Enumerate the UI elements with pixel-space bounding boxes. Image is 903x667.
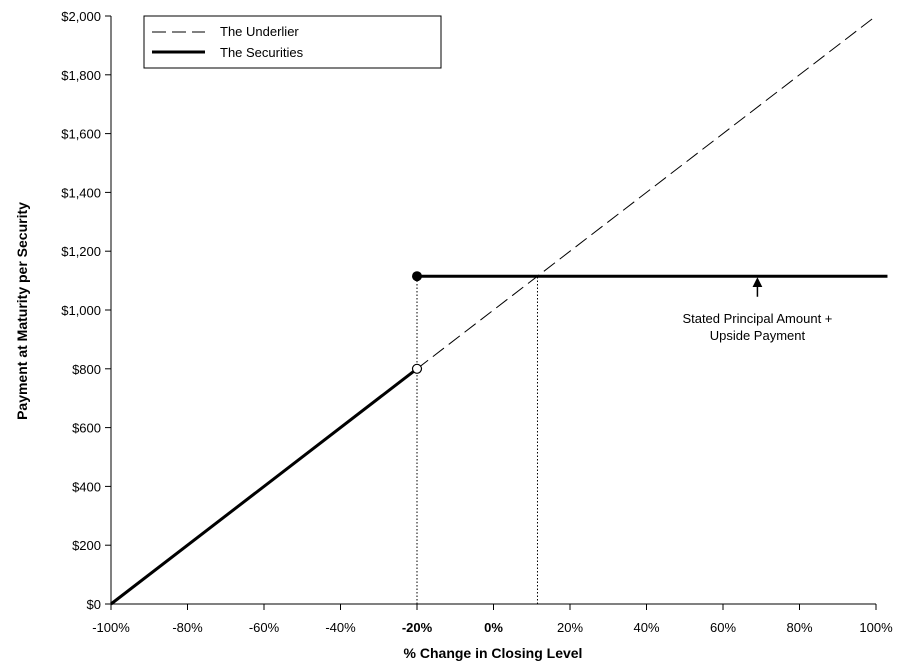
y-tick-label: $1,800 (61, 68, 101, 83)
x-axis-ticks: -100% -80% -60% -40% -20% 0% 20% 40% 60% 80% 100% (92, 604, 893, 635)
y-tick-label: $800 (72, 362, 101, 377)
y-tick-label: $200 (72, 538, 101, 553)
y-tick-label: $2,000 (61, 9, 101, 24)
legend-label-underlier: The Underlier (220, 24, 299, 39)
securities-segment (110, 367, 418, 606)
y-tick-label: $600 (72, 421, 101, 436)
annotation-layer: Stated Principal Amount + Upside Payment (682, 277, 832, 343)
y-axis-ticks: $0 $200 $400 $600 $800 $1,000 $1,200 $1,400 $1,6… (61, 9, 111, 612)
underlier-line (416, 15, 877, 370)
open-point-marker (411, 363, 423, 374)
annotation-text: Upside Payment (710, 328, 806, 343)
reference-lines (416, 276, 538, 604)
y-axis-title: Payment at Maturity per Security (14, 202, 30, 420)
x-tick-label: 100% (859, 620, 893, 635)
y-tick-label: $1,600 (61, 127, 101, 142)
y-tick-label: $1,200 (61, 244, 101, 259)
legend-label-securities: The Securities (220, 45, 304, 60)
legend-box (143, 15, 442, 69)
y-tick-label: $0 (87, 597, 101, 612)
x-tick-label: -60% (249, 620, 280, 635)
x-tick-label: 60% (710, 620, 736, 635)
y-tick-label: $1,400 (61, 185, 101, 200)
series-layer (110, 15, 888, 606)
x-tick-label: 40% (633, 620, 659, 635)
x-axis-title: % Change in Closing Level (404, 645, 583, 661)
y-tick-label: $1,000 (61, 303, 101, 318)
annotation-text: Stated Principal Amount + (682, 311, 832, 326)
x-tick-label: 0% (484, 620, 503, 635)
x-tick-label: -20% (402, 620, 433, 635)
x-tick-label: 20% (557, 620, 583, 635)
x-tick-label: -80% (172, 620, 203, 635)
filled-point-marker (412, 271, 422, 282)
x-tick-label: 80% (786, 620, 812, 635)
y-tick-label: $400 (72, 479, 101, 494)
legend: The Underlier The Securities (143, 15, 442, 69)
x-tick-label: -40% (325, 620, 356, 635)
x-tick-label: -100% (92, 620, 130, 635)
